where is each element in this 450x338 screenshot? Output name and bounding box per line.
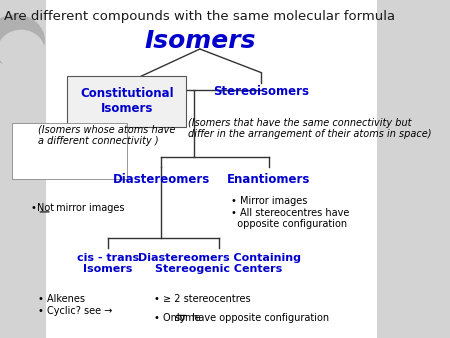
Text: have opposite configuration: have opposite configuration — [189, 313, 329, 323]
Text: Enantiomers: Enantiomers — [227, 173, 311, 186]
Text: • Alkenes
• Cyclic? see →: • Alkenes • Cyclic? see → — [38, 294, 113, 316]
FancyBboxPatch shape — [46, 0, 377, 338]
Text: Diastereomers: Diastereomers — [113, 173, 210, 186]
Text: •: • — [31, 203, 36, 213]
Text: • Mirror images
• All stereocentres have
  opposite configuration: • Mirror images • All stereocentres have… — [230, 196, 349, 229]
Text: (Isomers whose atoms have
a different connectivity ): (Isomers whose atoms have a different co… — [38, 124, 176, 146]
Text: • ≥ 2 stereocentres: • ≥ 2 stereocentres — [154, 294, 250, 304]
FancyBboxPatch shape — [67, 76, 186, 127]
Text: Constitutional
Isomers: Constitutional Isomers — [80, 88, 174, 115]
Text: • Only: • Only — [154, 313, 188, 323]
Circle shape — [0, 30, 44, 71]
Text: mirror images: mirror images — [53, 203, 124, 213]
Text: cis - trans
Isomers: cis - trans Isomers — [76, 253, 139, 274]
Circle shape — [0, 15, 44, 66]
Text: Not: Not — [37, 203, 54, 213]
Text: Diastereomers Containing
Stereogenic Centers: Diastereomers Containing Stereogenic Cen… — [138, 253, 301, 274]
Text: Are different compounds with the same molecular formula: Are different compounds with the same mo… — [4, 10, 395, 23]
Text: Isomers: Isomers — [144, 28, 256, 53]
Text: some: some — [174, 313, 201, 323]
FancyBboxPatch shape — [12, 123, 127, 179]
Text: (Isomers that have the same connectivity but
differ in the arrangement of their : (Isomers that have the same connectivity… — [189, 118, 432, 139]
Text: Stereoisomers: Stereoisomers — [213, 85, 309, 98]
